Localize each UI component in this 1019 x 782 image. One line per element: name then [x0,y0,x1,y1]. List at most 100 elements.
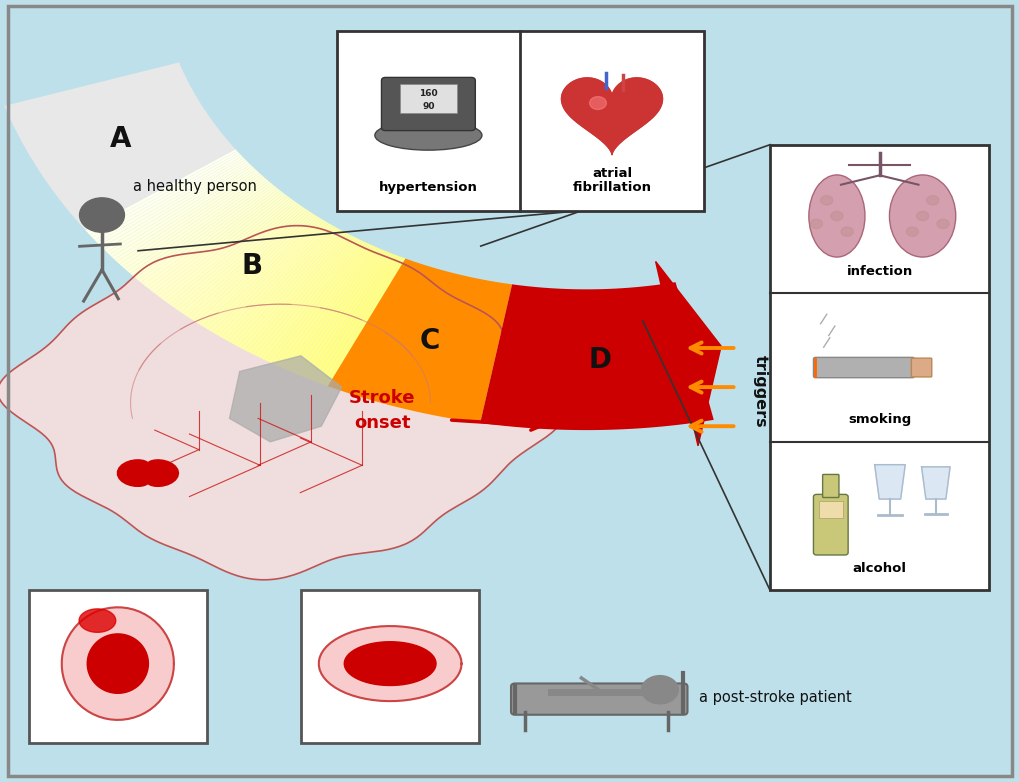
Polygon shape [224,226,335,341]
Circle shape [810,219,822,228]
Polygon shape [119,173,261,267]
Polygon shape [90,152,240,238]
Polygon shape [317,256,400,383]
Polygon shape [183,208,307,317]
Polygon shape [344,642,436,686]
Polygon shape [109,167,254,257]
Polygon shape [127,178,267,274]
Polygon shape [229,356,341,442]
Polygon shape [88,634,149,694]
Polygon shape [215,222,328,335]
Polygon shape [175,204,301,310]
Polygon shape [324,257,406,386]
Polygon shape [112,168,256,260]
Polygon shape [254,237,356,357]
Polygon shape [319,626,461,701]
Text: hypertension: hypertension [379,181,477,194]
FancyBboxPatch shape [813,357,914,378]
Polygon shape [202,217,320,328]
Polygon shape [237,231,344,348]
Polygon shape [251,235,354,355]
Polygon shape [190,211,311,321]
Polygon shape [248,235,352,353]
Polygon shape [107,165,252,255]
Text: smoking: smoking [847,413,911,426]
Polygon shape [244,233,348,352]
Text: D: D [588,346,611,374]
Polygon shape [327,259,512,423]
Polygon shape [268,242,366,363]
Text: atrial
fibrillation: atrial fibrillation [572,167,651,194]
Polygon shape [86,149,237,232]
FancyBboxPatch shape [381,77,475,131]
Polygon shape [169,201,297,306]
Polygon shape [874,465,905,499]
FancyBboxPatch shape [822,475,839,497]
Text: Stroke: Stroke [348,389,416,407]
Text: B: B [242,253,263,281]
Text: A: A [110,125,131,152]
Text: 160: 160 [419,89,437,99]
Text: a healthy person: a healthy person [132,178,256,194]
Polygon shape [193,213,313,322]
Polygon shape [155,194,286,296]
Text: 90: 90 [422,102,434,111]
Polygon shape [152,192,284,293]
Polygon shape [163,198,292,302]
Polygon shape [79,609,116,633]
Polygon shape [303,252,390,378]
Polygon shape [102,161,249,249]
FancyBboxPatch shape [511,683,687,715]
Polygon shape [177,206,303,312]
Ellipse shape [889,175,955,257]
FancyBboxPatch shape [813,494,848,555]
Text: infection: infection [846,264,912,278]
Polygon shape [320,256,403,385]
Polygon shape [129,180,268,275]
Polygon shape [146,189,280,289]
Polygon shape [306,253,392,379]
Polygon shape [212,221,326,334]
Circle shape [79,198,124,232]
Polygon shape [132,181,270,278]
Polygon shape [261,239,361,360]
Polygon shape [921,467,950,499]
Polygon shape [271,242,368,364]
Polygon shape [4,63,235,230]
Polygon shape [114,170,258,262]
Polygon shape [274,243,370,366]
Polygon shape [221,224,333,339]
FancyBboxPatch shape [818,501,843,518]
Polygon shape [186,210,309,318]
Circle shape [589,96,606,109]
Polygon shape [122,174,263,269]
Polygon shape [97,158,246,245]
Polygon shape [117,171,259,264]
Polygon shape [234,230,342,346]
Text: alcohol: alcohol [852,561,906,575]
Polygon shape [157,196,288,298]
Polygon shape [285,247,378,371]
FancyBboxPatch shape [399,84,457,113]
Circle shape [936,219,949,228]
Polygon shape [99,160,247,247]
Polygon shape [288,248,380,372]
Polygon shape [291,249,382,374]
FancyBboxPatch shape [29,590,207,743]
Text: triggers: triggers [752,355,766,427]
Polygon shape [480,282,713,430]
Ellipse shape [808,175,864,257]
Polygon shape [149,191,282,291]
Polygon shape [180,207,305,314]
Circle shape [820,196,833,205]
Polygon shape [231,228,339,345]
Polygon shape [141,186,276,285]
FancyBboxPatch shape [301,590,479,743]
Polygon shape [172,203,299,308]
Polygon shape [160,196,290,300]
FancyBboxPatch shape [769,145,988,590]
Polygon shape [196,213,315,325]
FancyBboxPatch shape [336,31,703,211]
Polygon shape [209,219,324,332]
Polygon shape [227,227,337,343]
